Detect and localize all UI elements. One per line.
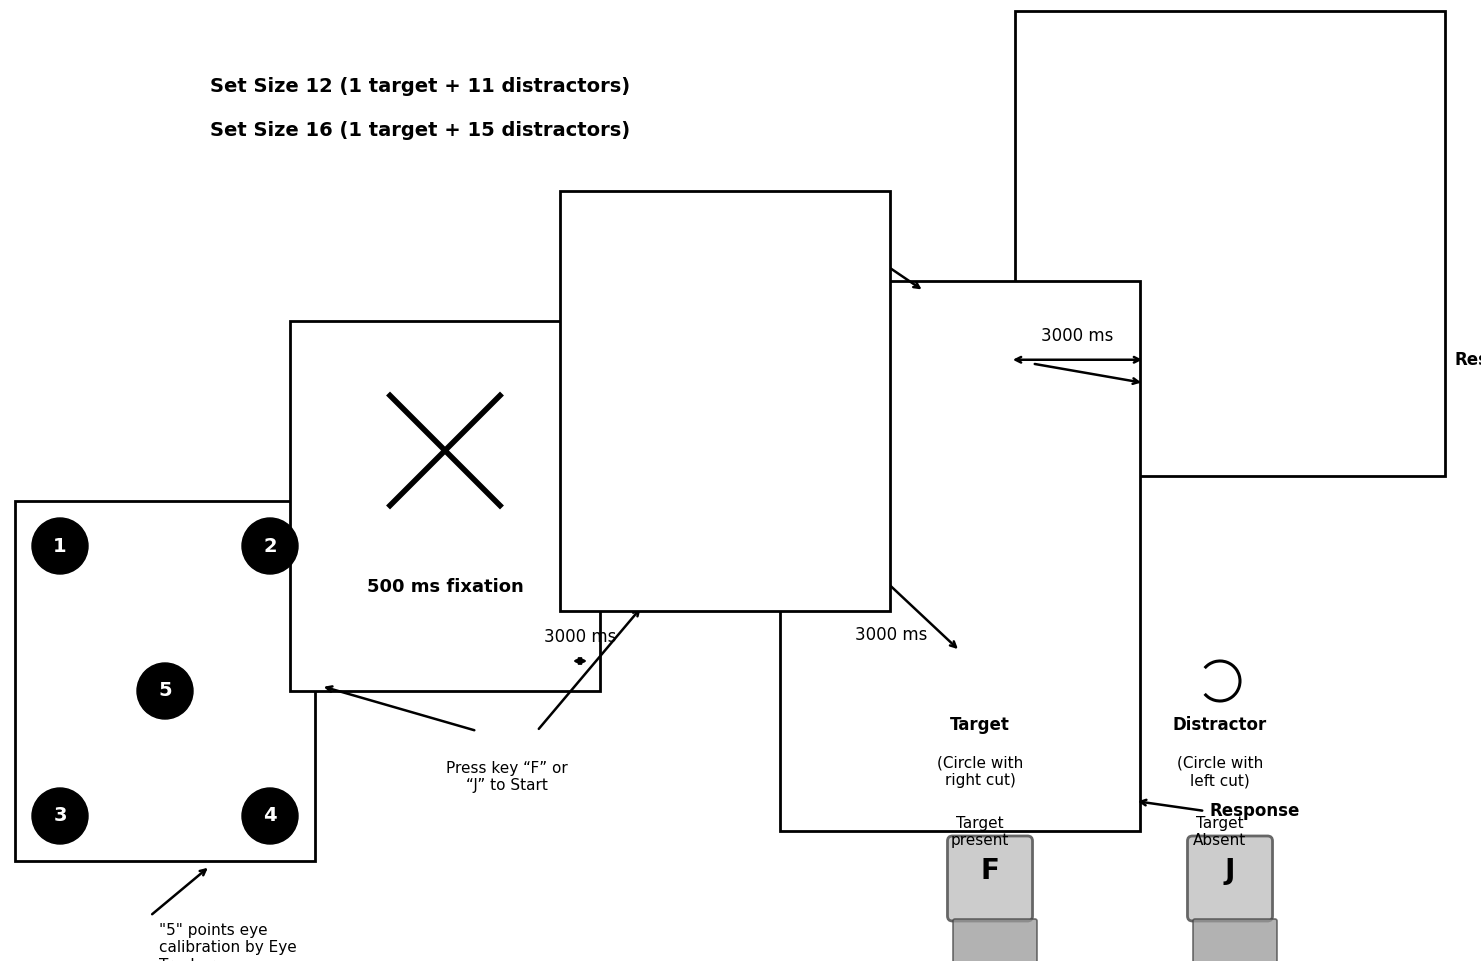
Text: Press key “F” or
“J” to Start: Press key “F” or “J” to Start [446,761,567,794]
Text: F: F [980,857,1000,885]
Text: Target
Absent: Target Absent [1194,816,1247,849]
Bar [780,281,1140,831]
Text: 4: 4 [264,806,277,825]
Text: (Circle with
right cut): (Circle with right cut) [937,756,1023,788]
Circle shape [33,518,87,574]
FancyBboxPatch shape [952,919,1037,961]
Text: 1: 1 [53,536,67,555]
Circle shape [241,518,298,574]
FancyBboxPatch shape [1194,919,1277,961]
Text: 3000 ms: 3000 ms [855,626,927,644]
Text: J: J [1225,857,1235,885]
Text: 2: 2 [264,536,277,555]
Text: 5: 5 [158,681,172,701]
Text: Set Size 12 (1 target + 11 distractors): Set Size 12 (1 target + 11 distractors) [210,77,629,95]
Text: "5" points eye
calibration by Eye
Tracker: "5" points eye calibration by Eye Tracke… [158,923,296,961]
Text: Response: Response [1454,351,1481,369]
Text: Response: Response [966,577,1056,595]
Text: Distractor: Distractor [1173,716,1268,734]
Text: 3: 3 [53,806,67,825]
Bar [290,321,600,691]
Text: Set Size 16 (1 target + 15 distractors): Set Size 16 (1 target + 15 distractors) [210,121,629,140]
Text: 3000 ms: 3000 ms [1041,327,1114,345]
Text: 500 ms fixation: 500 ms fixation [367,579,523,597]
Text: Target
present: Target present [951,816,1009,849]
Text: Target: Target [951,716,1010,734]
Text: (Circle with
left cut): (Circle with left cut) [1177,756,1263,788]
FancyBboxPatch shape [948,836,1032,921]
FancyBboxPatch shape [1188,836,1272,921]
Bar [560,191,890,611]
Circle shape [33,788,87,844]
Bar [15,501,315,861]
Bar [1014,11,1445,476]
Text: Response: Response [1210,802,1300,820]
Circle shape [138,663,193,719]
Circle shape [241,788,298,844]
Text: 3000 ms: 3000 ms [544,628,616,646]
